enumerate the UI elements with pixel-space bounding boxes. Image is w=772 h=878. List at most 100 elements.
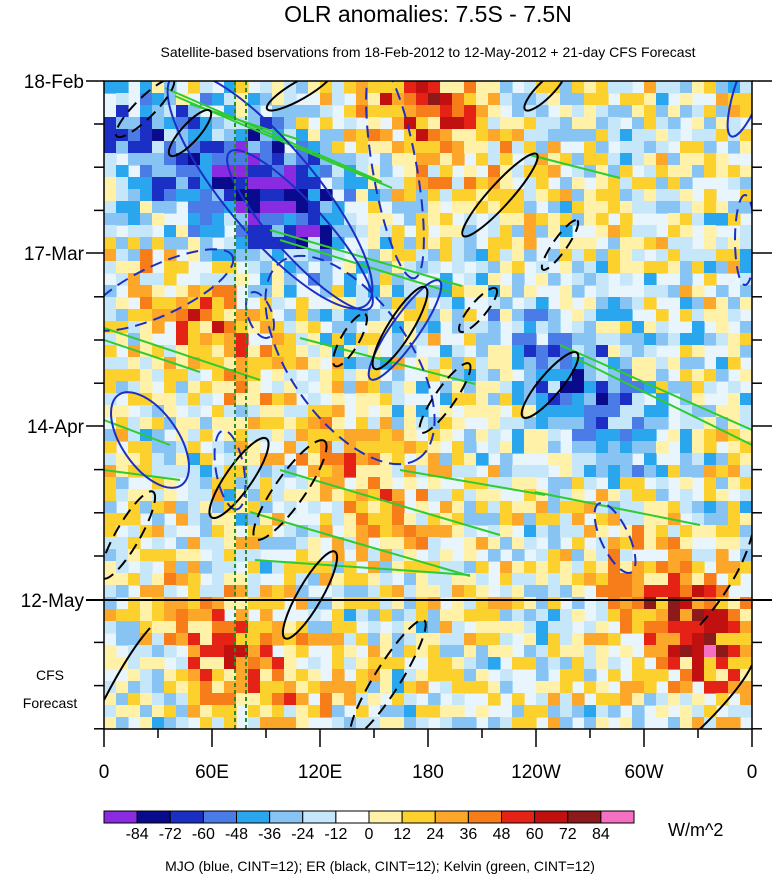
- field-cell: [128, 525, 141, 538]
- field-cell: [644, 429, 657, 442]
- field-cell: [584, 417, 597, 430]
- field-cell: [560, 705, 573, 718]
- field-cell: [680, 261, 693, 274]
- field-cell: [692, 669, 705, 682]
- field-cell: [512, 561, 525, 574]
- field-cell: [632, 297, 645, 310]
- field-cell: [104, 597, 117, 610]
- field-cell: [632, 573, 645, 586]
- field-cell: [128, 549, 141, 562]
- field-cell: [512, 429, 525, 442]
- field-cell: [332, 225, 345, 238]
- field-cell: [608, 297, 621, 310]
- field-cell: [140, 621, 153, 634]
- field-cell: [632, 93, 645, 106]
- field-cell: [404, 117, 417, 130]
- field-cell: [524, 237, 537, 250]
- field-cell: [284, 165, 297, 178]
- field-cell: [152, 669, 165, 682]
- field-cell: [548, 573, 561, 586]
- kelvin-contour: [534, 491, 701, 526]
- field-cell: [188, 561, 201, 574]
- field-cell: [584, 333, 597, 346]
- field-cell: [356, 477, 369, 490]
- field-cell: [740, 249, 752, 262]
- field-cell: [596, 465, 609, 478]
- field-cell: [212, 669, 225, 682]
- field-cell: [416, 621, 429, 634]
- field-cell: [464, 189, 477, 202]
- field-cell: [680, 681, 693, 694]
- field-cell: [224, 477, 237, 490]
- field-cell: [512, 165, 525, 178]
- field-cell: [524, 573, 537, 586]
- field-cell: [584, 249, 597, 262]
- field-cell: [308, 501, 321, 514]
- field-cell: [440, 345, 453, 358]
- field-cell: [140, 597, 153, 610]
- field-cell: [320, 261, 333, 274]
- field-cell: [572, 273, 585, 286]
- field-cell: [332, 417, 345, 430]
- field-cell: [704, 369, 717, 382]
- field-cell: [248, 501, 261, 514]
- field-cell: [536, 501, 549, 514]
- field-cell: [704, 669, 717, 682]
- field-cell: [524, 321, 537, 334]
- field-cell: [320, 93, 333, 106]
- field-cell: [392, 177, 405, 190]
- field-cell: [488, 597, 501, 610]
- field-cell: [728, 249, 741, 262]
- field-cell: [620, 105, 633, 118]
- field-cell: [128, 621, 141, 634]
- field-cell: [176, 609, 189, 622]
- field-cell: [332, 369, 345, 382]
- field-cell: [476, 105, 489, 118]
- field-cell: [716, 213, 729, 226]
- field-cell: [596, 621, 609, 634]
- field-cell: [140, 417, 153, 430]
- field-cell: [548, 189, 561, 202]
- field-cell: [596, 297, 609, 310]
- field-cell: [320, 621, 333, 634]
- field-cell: [740, 561, 752, 574]
- field-cell: [656, 621, 669, 634]
- field-cell: [296, 549, 309, 562]
- field-cell: [116, 585, 129, 598]
- field-cell: [104, 189, 117, 202]
- field-cell: [104, 201, 117, 214]
- field-cell: [212, 345, 225, 358]
- field-cell: [596, 285, 609, 298]
- field-cell: [656, 201, 669, 214]
- field-cell: [428, 117, 441, 130]
- field-cell: [260, 525, 273, 538]
- field-cell: [620, 597, 633, 610]
- field-cell: [656, 93, 669, 106]
- field-cell: [452, 573, 465, 586]
- field-cell: [344, 645, 357, 658]
- field-cell: [692, 285, 705, 298]
- field-cell: [212, 657, 225, 670]
- field-cell: [476, 489, 489, 502]
- field-cell: [128, 141, 141, 154]
- field-cell: [548, 633, 561, 646]
- field-cell: [548, 621, 561, 634]
- field-cell: [428, 237, 441, 250]
- field-cell: [104, 357, 117, 370]
- field-cell: [176, 657, 189, 670]
- field-cell: [380, 717, 393, 729]
- field-cell: [440, 501, 453, 514]
- field-cell: [284, 405, 297, 418]
- field-cell: [500, 285, 513, 298]
- field-cell: [116, 237, 129, 250]
- field-cell: [332, 177, 345, 190]
- field-cell: [392, 441, 405, 454]
- field-cell: [740, 285, 752, 298]
- field-cell: [644, 333, 657, 346]
- field-cell: [572, 105, 585, 118]
- field-cell: [548, 705, 561, 718]
- field-cell: [368, 417, 381, 430]
- field-cell: [176, 717, 189, 729]
- field-cell: [200, 129, 213, 142]
